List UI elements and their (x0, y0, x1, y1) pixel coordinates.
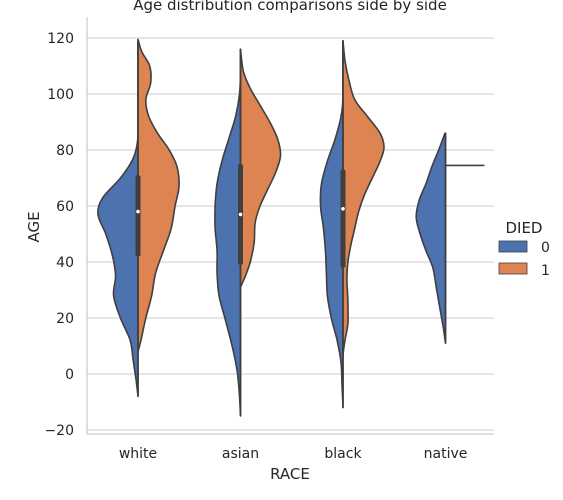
legend-title: DIED (505, 219, 542, 237)
violin-white (97, 38, 180, 398)
violin-asian (214, 48, 282, 417)
x-tick-label: native (424, 446, 468, 462)
y-tick-label: 100 (47, 87, 74, 103)
y-tick-label: 0 (65, 367, 74, 383)
axes: −20 0 20 40 60 80 100 120 white asian black native (44, 17, 494, 462)
violin-half-white-died-1 (137, 38, 180, 353)
violin-half-white-died-0 (97, 40, 140, 398)
x-tick-label: white (119, 446, 157, 462)
violin-half-native-died-0 (415, 132, 447, 344)
violin-half-asian-died-0 (214, 48, 242, 417)
y-tick-label: 20 (56, 311, 74, 327)
y-tick-label: 60 (56, 199, 74, 215)
iqr-box-white (135, 175, 141, 257)
legend-label-1: 1 (541, 263, 550, 279)
legend-swatch-1 (498, 262, 528, 275)
legend-label-0: 0 (541, 240, 550, 256)
median-asian (238, 212, 243, 217)
y-tick-label: 40 (56, 255, 74, 271)
violin-half-black-died-1 (342, 40, 385, 356)
y-axis-label: AGE (25, 211, 43, 242)
y-tick-label: −20 (44, 423, 74, 439)
x-axis-label: RACE (270, 465, 310, 483)
legend-swatch-0 (498, 240, 528, 253)
violin-native (415, 132, 485, 344)
violin-half-asian-died-1 (239, 48, 282, 288)
y-tick-label: 120 (47, 31, 74, 47)
median-black (341, 207, 345, 211)
violin-half-black-died-0 (319, 40, 344, 409)
y-tick-label: 80 (56, 143, 74, 159)
iqr-box-black (340, 169, 346, 268)
x-tick-label: asian (222, 446, 259, 462)
legend: DIED 0 1 (498, 219, 550, 279)
median-white (136, 209, 140, 214)
x-tick-label: black (324, 446, 362, 462)
violins (97, 38, 485, 417)
violin-black (319, 40, 385, 409)
chart-title: Age distribution comparisons side by sid… (133, 0, 447, 14)
